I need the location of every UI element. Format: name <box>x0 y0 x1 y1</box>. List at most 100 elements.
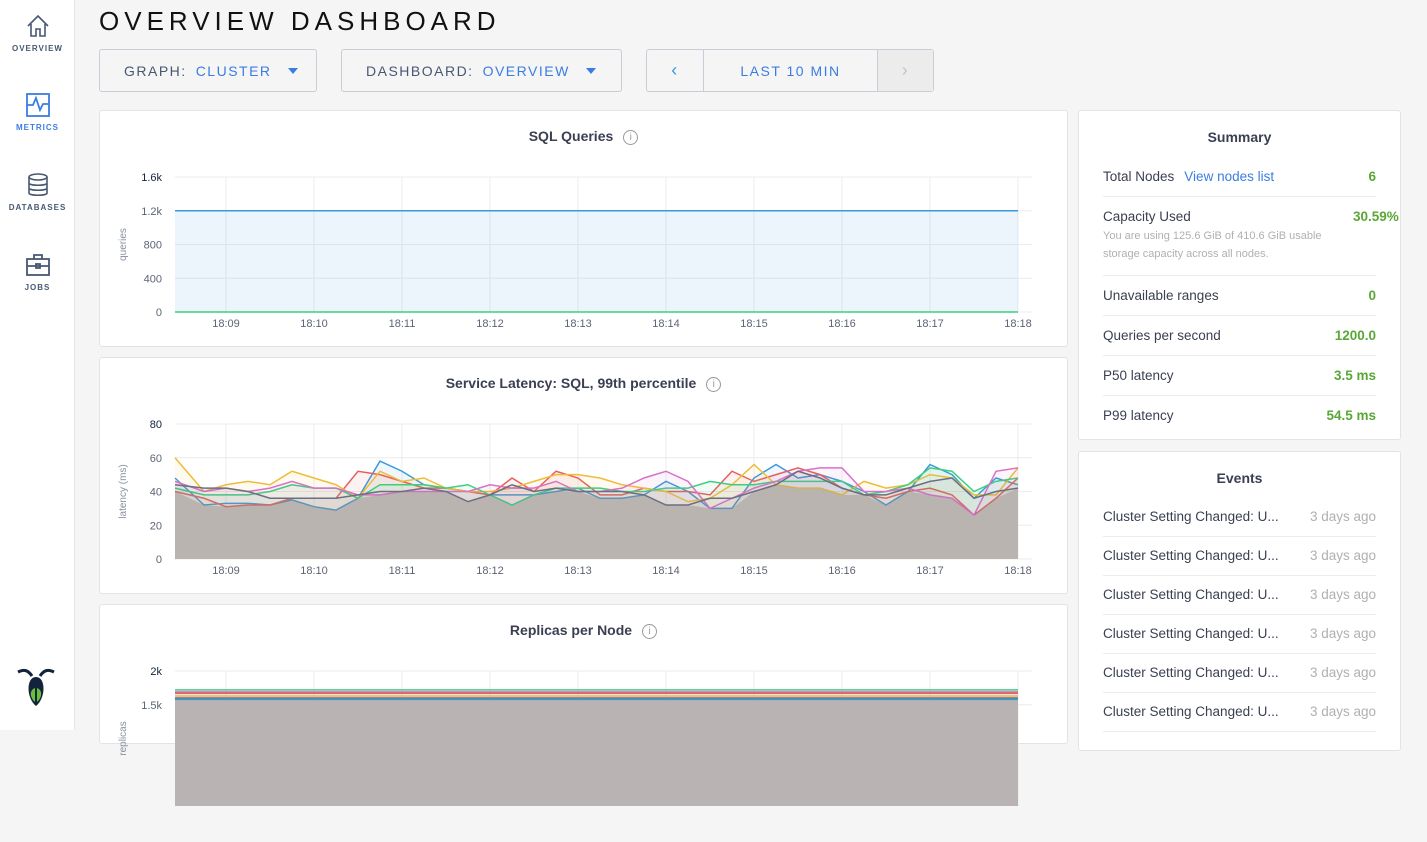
x-tick-label: 18:16 <box>828 318 856 330</box>
info-icon[interactable]: i <box>623 130 639 145</box>
summary-title: Summary <box>1207 129 1272 145</box>
x-tick-label: 18:14 <box>652 565 680 577</box>
y-tick-label: 1.2k <box>141 206 162 218</box>
time-range-button[interactable]: LAST 10 MIN <box>704 50 878 91</box>
y-axis-label: queries <box>118 228 129 261</box>
y-tick-label: 0 <box>156 307 162 319</box>
series-base-area <box>175 484 1018 559</box>
page-title: OVERVIEW DASHBOARD <box>99 6 501 36</box>
series-area <box>175 461 1018 559</box>
row-value: 1200.0 <box>1334 328 1376 343</box>
series-line <box>174 457 1019 503</box>
dashboard-label: DASHBOARD: <box>366 62 474 79</box>
x-tick-label: 18:12 <box>476 565 504 577</box>
chart-title: Service Latency: SQL, 99th percentile <box>445 375 697 391</box>
y-axis-label: replicas <box>118 721 129 755</box>
next-time-button[interactable]: › <box>878 50 933 91</box>
sidebar-item-label: OVERVIEW <box>12 44 63 53</box>
graph-select[interactable]: GRAPH: CLUSTER <box>99 49 317 92</box>
x-tick-label: 18:11 <box>389 565 416 577</box>
view-nodes-link[interactable]: View nodes list <box>1184 169 1275 184</box>
event-time: 3 days ago <box>1309 587 1376 602</box>
dashboard-value: OVERVIEW <box>482 62 570 79</box>
x-tick-label: 18:16 <box>828 565 856 577</box>
series-area <box>175 467 1018 559</box>
prev-time-button[interactable]: ‹ <box>647 50 704 91</box>
row-label: Total Nodes <box>1103 169 1175 184</box>
row-label: Unavailable ranges <box>1103 288 1219 303</box>
info-icon[interactable]: i <box>706 377 722 392</box>
event-item[interactable]: Cluster Setting Changed: U... 3 days ago <box>1103 693 1376 732</box>
sidebar-item-metrics[interactable]: METRICS <box>0 93 75 132</box>
row-label: Capacity Used <box>1103 209 1191 224</box>
graph-value: CLUSTER <box>195 62 272 79</box>
sidebar-item-overview[interactable]: OVERVIEW <box>0 14 75 53</box>
x-tick-label: 18:09 <box>212 565 240 577</box>
series-line <box>174 460 1019 511</box>
replicas-per-node-chart: 2k 1.5k replicas Replicas per Node i <box>99 604 1068 806</box>
caret-down-icon <box>585 67 596 74</box>
briefcase-icon <box>25 254 50 276</box>
series-area <box>175 471 1018 559</box>
event-text: Cluster Setting Changed: U... <box>1103 704 1279 719</box>
event-text: Cluster Setting Changed: U... <box>1103 626 1279 641</box>
summary-row-p99: P99 latency 54.5 ms <box>1103 396 1376 435</box>
row-value: 6 <box>1368 169 1376 184</box>
y-tick-label: 1.5k <box>141 700 162 712</box>
sidebar-item-label: JOBS <box>24 283 51 292</box>
chart-title: SQL Queries <box>528 128 614 144</box>
x-tick-label: 18:10 <box>300 318 328 330</box>
series-area <box>175 699 1018 806</box>
event-text: Cluster Setting Changed: U... <box>1103 548 1279 563</box>
series-area <box>175 467 1018 559</box>
time-range-selector: ‹ LAST 10 MIN › <box>646 49 934 92</box>
series-area <box>175 467 1018 559</box>
x-tick-label: 18:15 <box>740 565 768 577</box>
x-tick-label: 18:13 <box>564 565 592 577</box>
event-time: 3 days ago <box>1309 509 1376 524</box>
event-item[interactable]: Cluster Setting Changed: U... 3 days ago <box>1103 654 1376 693</box>
x-tick-label: 18:13 <box>564 318 592 330</box>
event-item[interactable]: Cluster Setting Changed: U... 3 days ago <box>1103 537 1376 576</box>
summary-row-unavailable: Unavailable ranges 0 <box>1103 276 1376 316</box>
event-time: 3 days ago <box>1309 626 1376 641</box>
cockroach-logo <box>17 668 55 706</box>
caret-down-icon <box>287 67 298 74</box>
sidebar-item-databases[interactable]: DATABASES <box>0 173 75 212</box>
y-tick-label: 60 <box>150 453 162 465</box>
row-value: 0 <box>1368 288 1376 303</box>
y-tick-label: 0 <box>156 554 162 566</box>
x-tick-label: 18:12 <box>476 318 504 330</box>
event-item[interactable]: Cluster Setting Changed: U... 3 days ago <box>1103 498 1376 537</box>
y-tick-label: 20 <box>150 520 162 532</box>
series-line <box>174 470 1019 506</box>
y-axis-label: latency (ms) <box>118 464 129 518</box>
row-value: 3.5 ms <box>1333 368 1376 383</box>
summary-panel: Summary Total Nodes View nodes list 6 Capa… <box>1078 110 1401 440</box>
series-area <box>175 210 1018 312</box>
sql-queries-chart: 1.6k 1.2k 800 400 0 queries 18:09 18:10 18:11 18:… <box>99 110 1068 347</box>
event-item[interactable]: Cluster Setting Changed: U... 3 days ago <box>1103 576 1376 615</box>
sidebar-item-label: METRICS <box>16 123 59 132</box>
x-tick-label: 18:09 <box>212 318 240 330</box>
row-label: P99 latency <box>1103 408 1174 423</box>
x-tick-label: 18:15 <box>740 318 768 330</box>
summary-row-qps: Queries per second 1200.0 <box>1103 316 1376 356</box>
service-latency-chart: 80 60 40 20 0 latency (ms) 18:09 18:10 18:11 18:1… <box>99 357 1068 594</box>
row-label: P50 latency <box>1103 368 1174 383</box>
sidebar-item-jobs[interactable]: JOBS <box>0 253 75 292</box>
y-tick-label: 800 <box>144 240 162 252</box>
event-time: 3 days ago <box>1309 665 1376 680</box>
x-tick-label: 18:14 <box>652 318 680 330</box>
x-tick-label: 18:10 <box>300 565 328 577</box>
x-tick-label: 18:18 <box>1004 318 1032 330</box>
series-area <box>175 457 1018 559</box>
events-panel: Events Cluster Setting Changed: U... 3 da… <box>1078 451 1401 751</box>
y-tick-label: 40 <box>150 487 162 499</box>
chart-title: Replicas per Node <box>509 622 633 638</box>
x-tick-label: 18:17 <box>916 318 944 330</box>
event-item[interactable]: Cluster Setting Changed: U... 3 days ago <box>1103 615 1376 654</box>
dashboard-select[interactable]: DASHBOARD: OVERVIEW <box>341 49 622 92</box>
row-label: Queries per second <box>1103 328 1221 343</box>
info-icon[interactable]: i <box>642 624 658 639</box>
